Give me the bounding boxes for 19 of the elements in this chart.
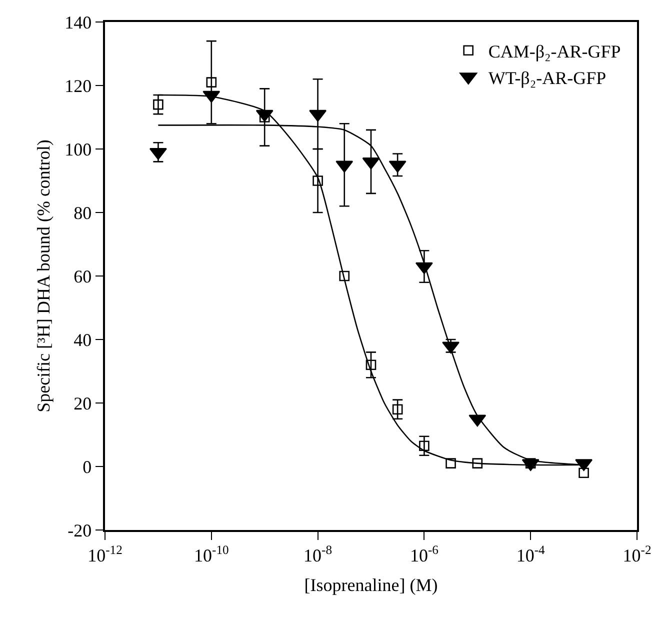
- x-tick-label: 10$^{-2}$: [622, 542, 652, 566]
- x-tick-label: 10$^{-12}$: [88, 542, 122, 566]
- x-tick-label: 10$^{-8}$: [304, 542, 332, 566]
- y-tick-label: 80: [74, 202, 92, 223]
- y-tick-label: 20: [74, 393, 92, 414]
- legend-label: CAM-β₂-AR-GFP: [488, 41, 621, 62]
- y-tick-label: 100: [64, 139, 92, 160]
- y-tick-label: 0: [82, 456, 92, 477]
- y-tick-label: 40: [74, 330, 92, 350]
- x-tick-label: 10$^{-6}$: [410, 542, 438, 566]
- legend-label: WT-β₂-AR-GFP: [488, 68, 606, 88]
- x-tick-label: 10$^{-4}$: [516, 542, 546, 566]
- y-tick-label: 140: [64, 12, 92, 32]
- y-tick-label: -20: [68, 520, 92, 540]
- x-tick-label: 10$^{-10}$: [194, 542, 229, 566]
- x-axis-title: [Isoprenaline] (M): [304, 574, 438, 595]
- y-axis-title: Specific [³H] DHA bound (% control): [33, 140, 54, 412]
- y-tick-label: 120: [64, 76, 92, 96]
- y-tick-label: 60: [74, 266, 92, 286]
